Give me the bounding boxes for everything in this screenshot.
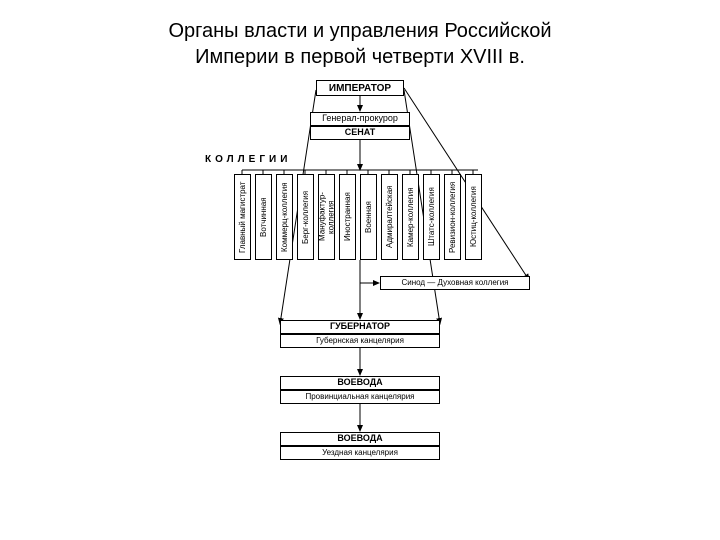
synod-label: Синод — Духовная коллегия xyxy=(401,279,508,288)
collegium-0: Главный магистрат xyxy=(234,174,251,260)
collegium-3: Берг-коллегия xyxy=(297,174,314,260)
collegium-8: Камер-коллегия xyxy=(402,174,419,260)
collegium-10: Ревизион-коллегия xyxy=(444,174,461,260)
collegium-6: Военная xyxy=(360,174,377,260)
node-gen-prokuror: Генерал-прокурор xyxy=(310,112,410,126)
collegium-7: Адмиралтейская xyxy=(381,174,398,260)
node-voevoda2-bot: Уездная канцелярия xyxy=(280,446,440,460)
node-voevoda2-top: ВОЕВОДА xyxy=(280,432,440,446)
emperor-label: ИМПЕРАТОР xyxy=(329,83,391,94)
node-synod: Синод — Духовная коллегия xyxy=(380,276,530,290)
node-gubernator-top: ГУБЕРНАТОР xyxy=(280,320,440,334)
title-line2: Империи в первой четверти XVIII в. xyxy=(195,46,525,68)
node-emperor: ИМПЕРАТОР xyxy=(316,80,404,96)
collegium-5: Иностранная xyxy=(339,174,356,260)
node-voevoda1-top: ВОЕВОДА xyxy=(280,376,440,390)
node-gubernator-bot: Губернская канцелярия xyxy=(280,334,440,348)
title-line1: Органы власти и управления Российской xyxy=(168,20,551,42)
senat-label: СЕНАТ xyxy=(345,128,376,138)
node-senat: СЕНАТ xyxy=(310,126,410,140)
gen-prokuror-label: Генерал-прокурор xyxy=(322,114,398,124)
connector-lines xyxy=(0,80,720,540)
node-voevoda1-bot: Провинциальная канцелярия xyxy=(280,390,440,404)
page-title: Органы власти и управления Российской Им… xyxy=(0,0,720,70)
collegium-1: Вотчинная xyxy=(255,174,272,260)
diagram-area: ИМПЕРАТОР Генерал-прокурор СЕНАТ КОЛЛЕГИ… xyxy=(0,80,720,540)
collegium-11: Юстиц-коллегия xyxy=(465,174,482,260)
kollegii-label: КОЛЛЕГИИ xyxy=(205,154,291,165)
collegium-2: Коммерц-коллегия xyxy=(276,174,293,260)
collegium-9: Штатс-коллегия xyxy=(423,174,440,260)
collegium-4: Мануфактур-коллегия xyxy=(318,174,335,260)
